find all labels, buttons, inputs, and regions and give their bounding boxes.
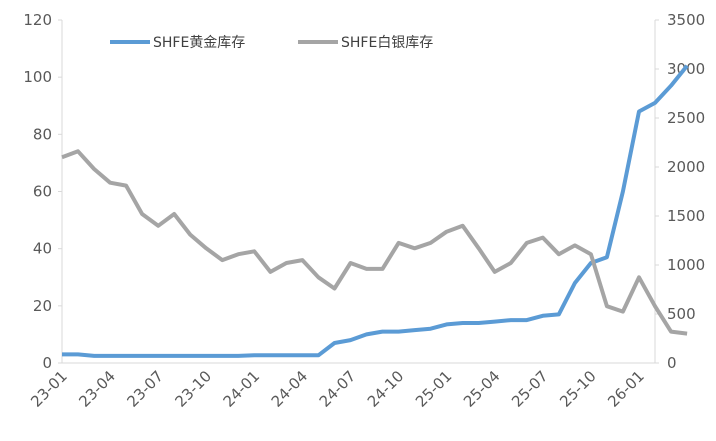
series-line xyxy=(61,149,688,336)
x-tick-label: 26-01 xyxy=(604,367,648,411)
x-tick-label: 24-07 xyxy=(316,367,360,411)
y-tick-label: 80 xyxy=(33,125,52,143)
y-tick-label: 40 xyxy=(33,240,52,258)
x-tick-label: 25-07 xyxy=(508,367,552,411)
y2-tick-label: 1000 xyxy=(667,256,705,274)
x-tick-label: 23-04 xyxy=(75,367,119,411)
x-tick-label: 25-10 xyxy=(556,367,600,411)
legend-label: SHFE黄金库存 xyxy=(153,34,245,51)
y-tick-label: 20 xyxy=(33,297,52,315)
x-tick-label: 24-04 xyxy=(268,367,312,411)
y-tick-label: 60 xyxy=(33,183,52,201)
y-tick-label: 120 xyxy=(23,11,52,29)
y-tick-label: 100 xyxy=(23,68,52,86)
y2-tick-label: 2500 xyxy=(667,109,705,127)
x-tick-label: 25-01 xyxy=(412,367,456,411)
x-tick-label: 24-01 xyxy=(220,367,264,411)
x-tick-label: 23-01 xyxy=(27,367,71,411)
x-tick-label: 23-10 xyxy=(172,367,216,411)
legend-label: SHFE白银库存 xyxy=(341,35,433,51)
y2-tick-label: 0 xyxy=(667,354,677,372)
legend: SHFE黄金库存 SHFE白银库存 xyxy=(110,34,433,51)
y2-tick-label: 1500 xyxy=(667,207,705,225)
x-tick-label: 24-10 xyxy=(364,367,408,411)
y2-tick-label: 500 xyxy=(667,305,696,323)
x-tick-label: 23-07 xyxy=(123,367,167,411)
series-line xyxy=(62,64,689,358)
y2-tick-label: 2000 xyxy=(667,158,705,176)
y2-tick-label: 3500 xyxy=(667,11,705,29)
y-tick-label: 0 xyxy=(42,354,52,372)
x-tick-label: 25-04 xyxy=(460,367,504,411)
